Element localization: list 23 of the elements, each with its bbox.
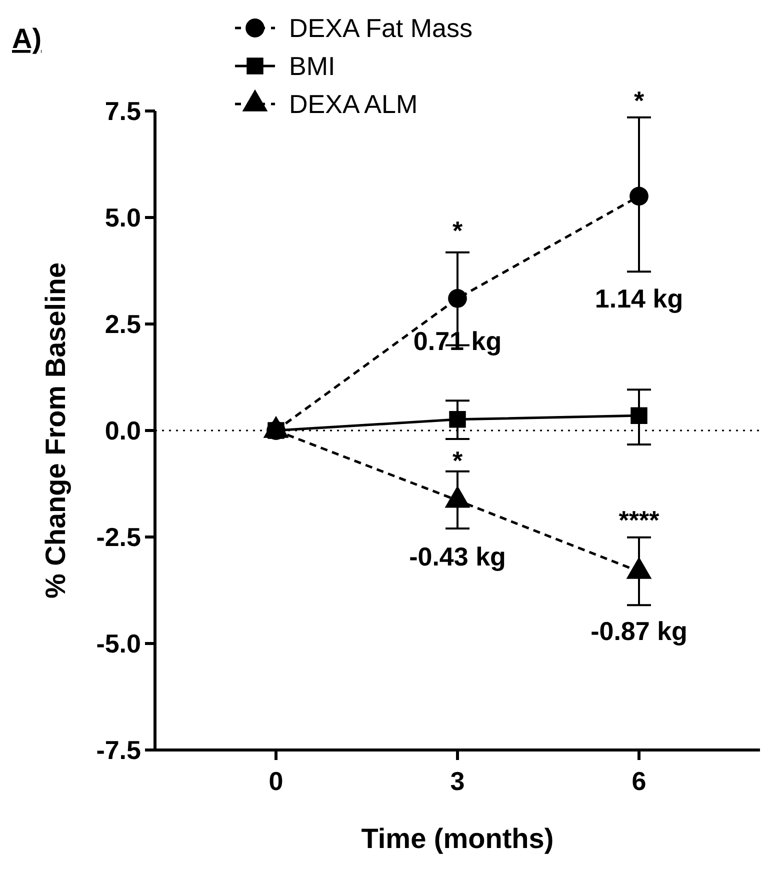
x-tick-label: 0 [268,766,284,796]
y-tick-label: 5.0 [104,202,141,233]
x-axis-title: Time (months) [361,823,554,854]
annotation: -0.87 kg [590,616,688,646]
text: A) [12,23,42,54]
legend-label: BMI [289,51,336,82]
annotation: * [452,215,464,246]
annotation: * [634,85,645,116]
annotation: 1.14 kg [594,284,684,314]
x-tick-label: 3 [450,766,465,796]
y-tick-label: 7.5 [104,96,141,126]
annotation: * [452,445,464,476]
annotation: -0.43 kg [409,541,506,572]
y-axis-title: % Change From Baseline [40,262,71,599]
x-tick-label: 6 [632,766,646,796]
legend-label: DEXA Fat Mass [289,13,472,44]
y-tick-label: -2.5 [96,522,141,552]
annotation: **** [618,505,660,536]
y-tick-label: 0.0 [104,416,141,446]
legend-label: DEXA ALM [289,89,418,120]
y-tick-label: -7.5 [96,735,141,766]
y-tick-label: 2.5 [104,309,141,340]
y-tick-label: -5.0 [96,628,141,659]
